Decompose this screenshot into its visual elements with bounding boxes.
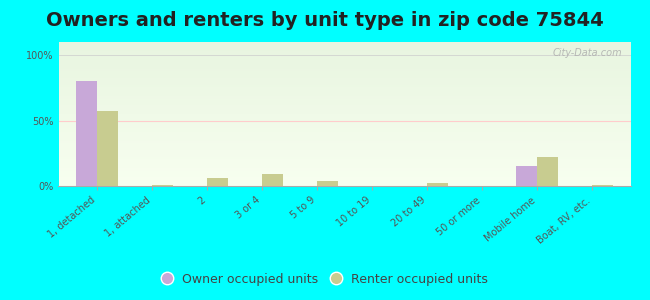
Bar xyxy=(207,178,228,186)
Text: Owners and renters by unit type in zip code 75844: Owners and renters by unit type in zip c… xyxy=(46,11,604,29)
Bar xyxy=(516,167,537,186)
Bar xyxy=(427,183,448,186)
Bar xyxy=(152,185,173,186)
Bar xyxy=(76,81,97,186)
Bar xyxy=(97,111,118,186)
Bar xyxy=(317,181,338,186)
Bar xyxy=(262,174,283,186)
Bar xyxy=(537,157,558,186)
Text: City-Data.com: City-Data.com xyxy=(552,48,622,58)
Legend: Owner occupied units, Renter occupied units: Owner occupied units, Renter occupied un… xyxy=(157,268,493,291)
Bar xyxy=(592,185,613,186)
